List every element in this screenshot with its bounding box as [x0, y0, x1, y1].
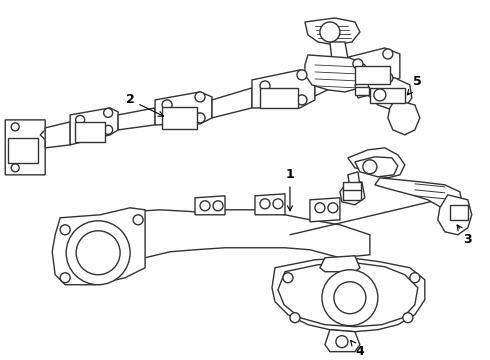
- Circle shape: [260, 199, 270, 209]
- Circle shape: [363, 160, 377, 174]
- Bar: [355, 87, 369, 95]
- Text: 5: 5: [407, 76, 422, 95]
- Polygon shape: [305, 55, 368, 92]
- Circle shape: [260, 81, 270, 91]
- Polygon shape: [272, 258, 425, 332]
- Polygon shape: [345, 48, 400, 86]
- Circle shape: [133, 215, 143, 225]
- Text: 1: 1: [286, 168, 294, 211]
- Polygon shape: [375, 178, 462, 210]
- Circle shape: [11, 164, 19, 172]
- Polygon shape: [438, 195, 472, 235]
- Polygon shape: [118, 108, 155, 130]
- Circle shape: [322, 270, 378, 326]
- Polygon shape: [330, 42, 348, 60]
- Polygon shape: [310, 198, 340, 222]
- Polygon shape: [252, 70, 315, 108]
- Circle shape: [290, 313, 300, 323]
- Polygon shape: [70, 108, 118, 145]
- Circle shape: [283, 273, 293, 283]
- Circle shape: [383, 49, 393, 59]
- Circle shape: [195, 92, 205, 102]
- Polygon shape: [325, 330, 360, 352]
- Polygon shape: [305, 18, 360, 45]
- Bar: [260, 88, 298, 108]
- Polygon shape: [355, 82, 370, 98]
- Polygon shape: [320, 256, 360, 272]
- Polygon shape: [355, 157, 398, 177]
- Circle shape: [410, 273, 420, 283]
- Circle shape: [11, 123, 19, 131]
- Circle shape: [162, 100, 172, 110]
- Text: 4: 4: [351, 341, 364, 358]
- Polygon shape: [255, 194, 285, 215]
- Circle shape: [60, 273, 70, 283]
- Circle shape: [403, 313, 413, 323]
- Circle shape: [103, 125, 113, 134]
- Circle shape: [297, 95, 307, 105]
- Circle shape: [320, 22, 340, 42]
- Circle shape: [328, 203, 338, 213]
- Polygon shape: [278, 263, 418, 327]
- Circle shape: [336, 336, 348, 348]
- Polygon shape: [315, 65, 345, 96]
- Polygon shape: [45, 122, 70, 148]
- Circle shape: [273, 199, 283, 209]
- Circle shape: [200, 201, 210, 211]
- Bar: [343, 190, 361, 200]
- Bar: [75, 122, 105, 142]
- Circle shape: [297, 70, 307, 80]
- Circle shape: [374, 89, 386, 101]
- Bar: [355, 66, 390, 84]
- Circle shape: [353, 59, 363, 69]
- Bar: [370, 88, 405, 103]
- Polygon shape: [348, 172, 360, 188]
- Polygon shape: [60, 210, 370, 272]
- Polygon shape: [155, 92, 212, 125]
- Circle shape: [76, 231, 120, 275]
- Polygon shape: [52, 208, 145, 285]
- Polygon shape: [5, 120, 45, 175]
- Circle shape: [60, 225, 70, 235]
- Bar: [8, 138, 38, 163]
- Circle shape: [334, 282, 366, 314]
- Circle shape: [103, 108, 113, 117]
- Text: 2: 2: [126, 93, 164, 116]
- Text: 3: 3: [457, 225, 472, 246]
- Circle shape: [195, 113, 205, 123]
- Polygon shape: [348, 148, 405, 178]
- Polygon shape: [212, 88, 252, 118]
- Polygon shape: [195, 196, 225, 215]
- Bar: [450, 205, 468, 220]
- Polygon shape: [388, 100, 420, 135]
- Circle shape: [383, 73, 393, 83]
- Polygon shape: [365, 75, 412, 110]
- Circle shape: [315, 203, 325, 213]
- Polygon shape: [340, 182, 365, 205]
- Circle shape: [75, 116, 85, 125]
- Circle shape: [66, 221, 130, 285]
- Bar: [162, 107, 197, 129]
- Circle shape: [213, 201, 223, 211]
- Bar: [343, 182, 361, 192]
